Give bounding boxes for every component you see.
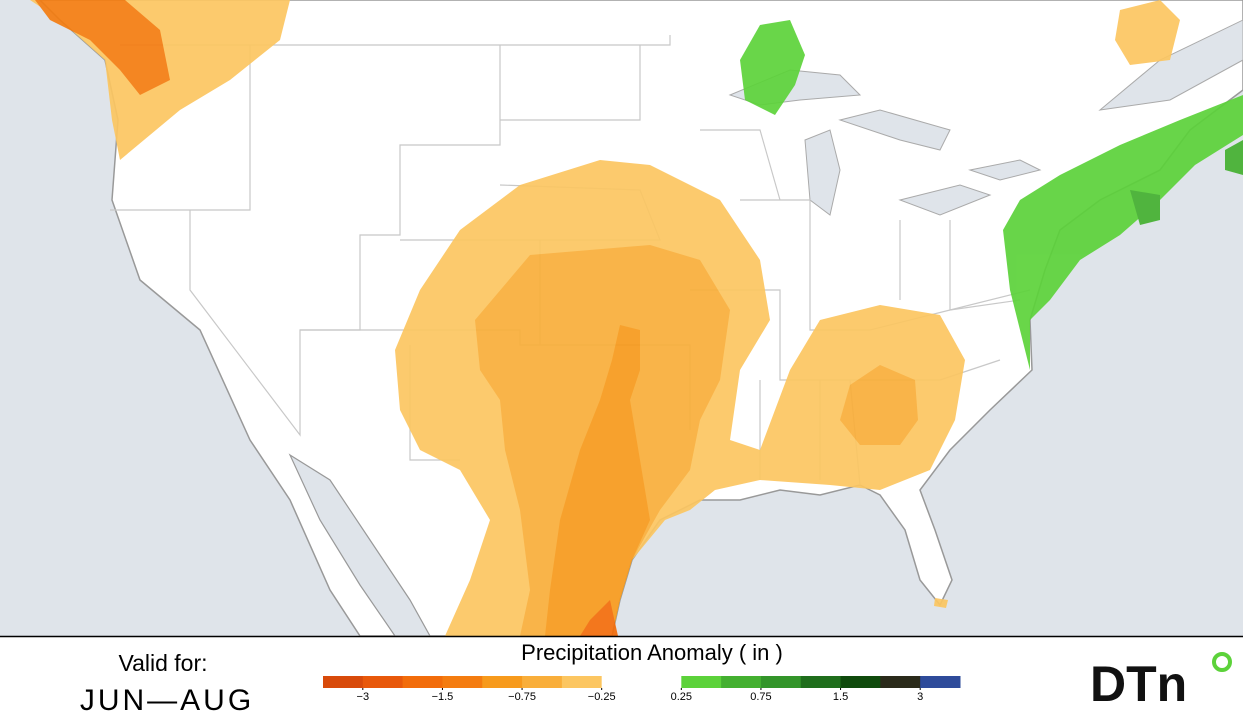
logo: DTn [1090, 652, 1232, 712]
legend-swatch [880, 676, 921, 688]
legend-swatch [681, 676, 722, 688]
great-lakes [728, 19, 1243, 216]
logo-ring [1212, 652, 1232, 672]
logo-text: DTn [1090, 656, 1187, 712]
legend-swatch [601, 676, 642, 688]
legend-tick-label: −1.5 [432, 691, 454, 703]
legend-tick-label: −3 [357, 691, 370, 703]
anomaly-shading [30, 0, 1243, 636]
legend-swatch [362, 676, 404, 688]
legend-swatch [760, 676, 802, 688]
legend-swatch [721, 676, 762, 688]
legend-swatch [920, 676, 961, 688]
legend-swatch [840, 676, 881, 688]
legend-swatch [323, 676, 364, 688]
legend-tick-label: −0.75 [508, 691, 536, 703]
map [0, 0, 1243, 638]
legend-title: Precipitation Anomaly ( in ) [521, 640, 783, 665]
legend-swatch [641, 676, 682, 688]
legend-swatch [561, 676, 603, 688]
legend-tick-label: 0.75 [750, 691, 771, 703]
valid-period: JUN—AUG [80, 684, 254, 717]
legend: −3 −1.5 −0.75 −0.25 0.25 0.75 1.5 3 [323, 676, 961, 703]
legend-tick-label: 0.25 [671, 691, 692, 703]
valid-label: Valid for: [118, 650, 207, 676]
legend-swatch [402, 676, 443, 688]
legend-swatch [800, 676, 842, 688]
legend-swatch [442, 676, 483, 688]
legend-tick-label: 3 [917, 691, 923, 703]
legend-swatch [482, 676, 523, 688]
legend-swatch [522, 676, 563, 688]
legend-tick-label: 1.5 [833, 691, 848, 703]
legend-tick-label: −0.25 [588, 691, 616, 703]
